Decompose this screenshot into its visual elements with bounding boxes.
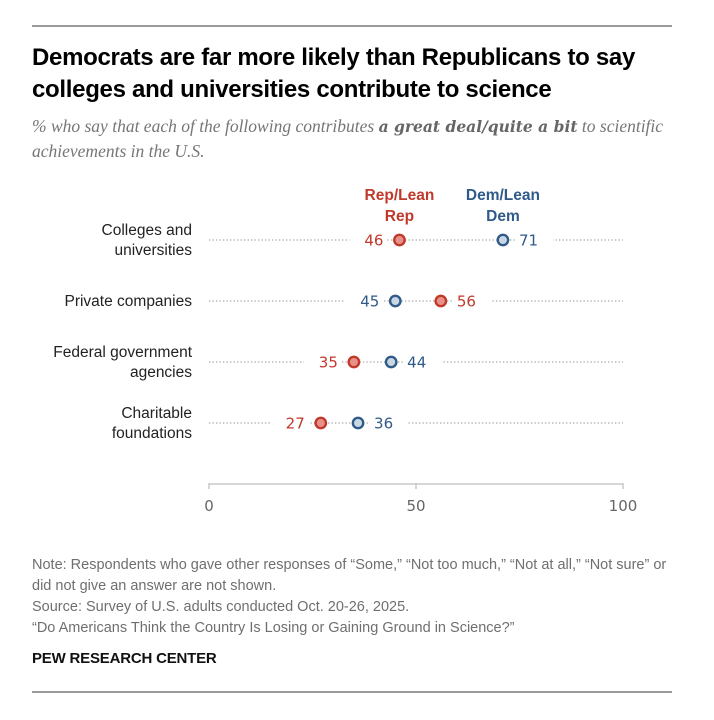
category-label-line: universities (114, 242, 192, 259)
value-label-background (452, 291, 491, 311)
value-label-background (270, 413, 309, 433)
value-label-background (345, 291, 384, 311)
category-label-line: Colleges and (102, 222, 192, 239)
category-label: Private companies (64, 293, 192, 310)
footer-note: Note: Respondents who gave other respons… (32, 557, 667, 594)
subtitle-suffix: to scientific achievements in the U.S. (32, 116, 664, 161)
subtitle-prefix: % who say that each of the following con… (32, 116, 379, 136)
category-label: Federal government agencies (53, 344, 192, 381)
value-label-rep: 56 (457, 293, 476, 311)
legend-label-rep: Rep/Lean (365, 187, 435, 204)
x-tick-label: 50 (406, 497, 425, 515)
value-label-rep: 46 (364, 232, 383, 250)
bottom-rule (32, 691, 672, 693)
value-label-dem: 44 (407, 354, 426, 372)
dot-rep (347, 355, 361, 369)
dot-plot: Rep/Lean Rep Dem/Lean Dem Colleges and univer… (53, 187, 638, 515)
footer-source: Source: Survey of U.S. adults conducted … (32, 599, 410, 615)
category-label-line: Federal government (53, 344, 192, 361)
x-tick-label: 0 (204, 497, 214, 515)
chart-title: Democrats are far more likely than Repub… (32, 44, 636, 103)
value-label-rep: 35 (319, 354, 338, 372)
pew-logo-text: PEW RESEARCH CENTER (32, 650, 217, 667)
value-label-dem: 45 (360, 293, 379, 311)
dot-dem (384, 355, 398, 369)
value-label-dem: 36 (374, 415, 393, 433)
dot-rep (434, 294, 448, 308)
category-label: Charitable foundations (112, 405, 192, 442)
dot-dem (496, 233, 510, 247)
category-label: Colleges and universities (102, 222, 193, 259)
value-label-rep: 27 (286, 415, 305, 433)
value-label-background (349, 230, 388, 250)
chart-subtitle: % who say that each of the following con… (32, 114, 682, 164)
legend-label-dem: Dem (486, 208, 520, 225)
x-tick-label: 100 (609, 497, 638, 515)
value-label-background (370, 413, 409, 433)
top-rule (32, 25, 672, 27)
dot-rep (314, 416, 328, 430)
dot-rep (393, 233, 406, 247)
dot-dem (351, 416, 365, 430)
footer-notes: Note: Respondents who gave other respons… (32, 555, 682, 639)
legend-label-dem: Dem/Lean (466, 187, 540, 204)
dot-dem (388, 294, 402, 308)
category-label-line: foundations (112, 425, 192, 442)
value-label-background (514, 230, 553, 250)
footer-report-title: “Do Americans Think the Country Is Losin… (32, 620, 515, 636)
value-label-background (403, 352, 442, 372)
value-label-dem: 71 (519, 232, 538, 250)
value-label-background (303, 352, 342, 372)
category-label-line: Charitable (121, 405, 192, 422)
category-label-line: agencies (130, 364, 192, 381)
subtitle-emphasis: a great deal/quite a bit (378, 117, 578, 136)
legend-label-rep: Rep (385, 208, 414, 225)
category-label-line: Private companies (64, 293, 192, 310)
